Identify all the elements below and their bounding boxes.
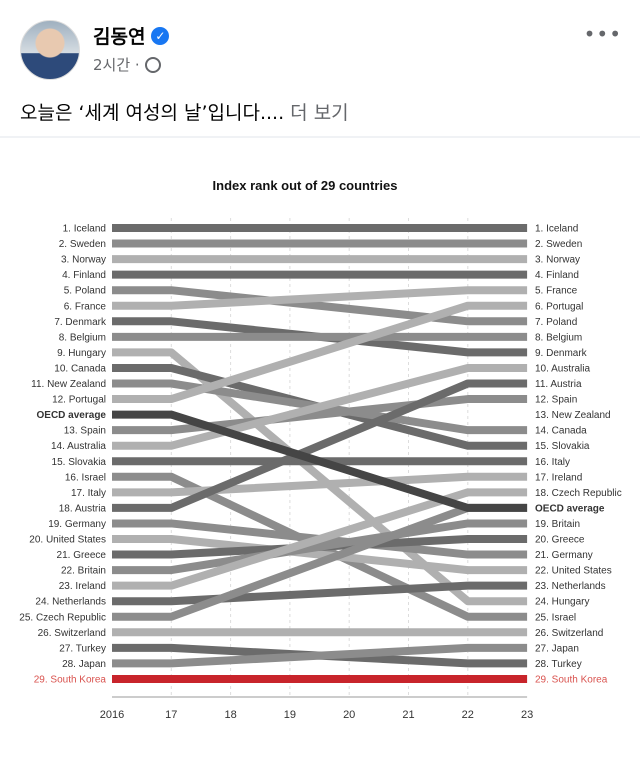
left-label: 6. France bbox=[64, 301, 107, 312]
right-label: 29. South Korea bbox=[535, 674, 608, 685]
x-tick-label: 20 bbox=[343, 709, 355, 721]
left-label: 23. Ireland bbox=[59, 581, 106, 592]
series-line-spain bbox=[112, 395, 528, 435]
left-label: 9. Hungary bbox=[57, 348, 106, 359]
right-label: 19. Britain bbox=[535, 519, 580, 530]
verified-badge-icon: ✓ bbox=[151, 26, 170, 45]
left-label: OECD average bbox=[37, 410, 107, 421]
right-label: 3. Norway bbox=[535, 255, 580, 266]
right-label: 24. Hungary bbox=[535, 597, 589, 608]
post-body: 오늘은 ‘세계 여성의 날’입니다.... bbox=[20, 102, 285, 124]
right-label: 20. Greece bbox=[535, 535, 585, 546]
avatar[interactable] bbox=[20, 20, 80, 80]
post-meta: 2시간 · bbox=[93, 54, 161, 75]
left-label: 13. Spain bbox=[64, 426, 106, 437]
right-label: 7. Poland bbox=[535, 317, 577, 328]
x-tick-label: 18 bbox=[224, 709, 236, 721]
right-label: 21. Germany bbox=[535, 550, 593, 561]
left-label: 5. Poland bbox=[64, 286, 106, 297]
x-tick-label: 19 bbox=[284, 709, 296, 721]
globe-icon bbox=[144, 56, 161, 73]
right-label: 12. Spain bbox=[535, 395, 577, 406]
x-tick-label: 21 bbox=[402, 709, 414, 721]
series-line-ireland bbox=[112, 488, 528, 590]
right-label: 17. Ireland bbox=[535, 472, 582, 483]
series-line-united-states bbox=[112, 535, 528, 575]
right-label: 15. Slovakia bbox=[535, 441, 590, 452]
left-label: 16. Israel bbox=[65, 472, 106, 483]
right-label: 18. Czech Republic bbox=[535, 488, 622, 499]
right-label: 14. Canada bbox=[535, 426, 587, 437]
left-label: 22. Britain bbox=[61, 566, 106, 577]
right-label: 27. Japan bbox=[535, 643, 579, 654]
series-line-austria bbox=[112, 379, 528, 512]
series-line-japan bbox=[112, 643, 528, 668]
right-label: 2. Sweden bbox=[535, 239, 582, 250]
left-label: 15. Slovakia bbox=[52, 457, 107, 468]
series-line-netherlands bbox=[112, 581, 528, 606]
left-label: 1. Iceland bbox=[63, 224, 106, 235]
more-dots-icon[interactable]: ••• bbox=[583, 22, 622, 46]
left-label: 21. Greece bbox=[57, 550, 107, 561]
right-label: 11. Austria bbox=[535, 379, 582, 390]
right-label: 22. United States bbox=[535, 566, 612, 577]
left-label: 17. Italy bbox=[71, 488, 106, 499]
x-tick-label: 2016 bbox=[100, 709, 124, 721]
series-line-oecd-average bbox=[112, 410, 528, 512]
left-label: 8. Belgium bbox=[59, 332, 106, 343]
right-label: 4. Finland bbox=[535, 270, 579, 281]
divider bbox=[0, 136, 640, 138]
right-label: 6. Portugal bbox=[535, 301, 583, 312]
right-label: 5. France bbox=[535, 286, 578, 297]
left-label: 18. Austria bbox=[59, 503, 107, 514]
post-time[interactable]: 2시간 · bbox=[93, 56, 140, 74]
left-label: 7. Denmark bbox=[54, 317, 107, 328]
series-line-portugal bbox=[112, 301, 528, 404]
left-label: 19. Germany bbox=[48, 519, 106, 530]
right-label: 1. Iceland bbox=[535, 224, 578, 235]
post-text: 오늘은 ‘세계 여성의 날’입니다.... 더 보기 bbox=[20, 98, 349, 125]
series-line-britain bbox=[112, 519, 528, 575]
left-label: 4. Finland bbox=[62, 270, 106, 281]
left-label: 3. Norway bbox=[61, 255, 106, 266]
x-tick-label: 17 bbox=[165, 709, 177, 721]
left-label: 10. Canada bbox=[54, 363, 106, 374]
right-label: 23. Netherlands bbox=[535, 581, 606, 592]
left-label: 14. Australia bbox=[51, 441, 106, 452]
left-label: 24. Netherlands bbox=[35, 597, 106, 608]
left-label: 25. Czech Republic bbox=[19, 612, 106, 623]
right-label: 25. Israel bbox=[535, 612, 576, 623]
right-label: 8. Belgium bbox=[535, 332, 582, 343]
right-label: 9. Denmark bbox=[535, 348, 588, 359]
chart-title: Index rank out of 29 countries bbox=[213, 178, 398, 193]
x-tick-label: 23 bbox=[521, 709, 533, 721]
left-label: 12. Portugal bbox=[52, 395, 106, 406]
x-tick-label: 22 bbox=[462, 709, 474, 721]
series-line-france bbox=[112, 286, 528, 310]
right-label: 26. Switzerland bbox=[535, 628, 603, 639]
series-line-italy bbox=[112, 472, 528, 497]
series-line-australia bbox=[112, 363, 528, 450]
right-label: OECD average bbox=[535, 503, 605, 514]
left-label: 2. Sweden bbox=[59, 239, 106, 250]
right-label: 10. Australia bbox=[535, 363, 590, 374]
right-label: 13. New Zealand bbox=[535, 410, 611, 421]
left-label: 11. New Zealand bbox=[31, 379, 106, 390]
left-label: 28. Japan bbox=[62, 659, 106, 670]
left-label: 20. United States bbox=[29, 535, 106, 546]
left-label: 29. South Korea bbox=[34, 674, 107, 685]
bump-chart[interactable]: Index rank out of 29 countries 2016 17 18 1… bbox=[0, 140, 640, 779]
author-row: 김동연 ✓ bbox=[93, 22, 170, 49]
see-more-link[interactable]: 더 보기 bbox=[290, 102, 349, 124]
right-label: 16. Italy bbox=[535, 457, 570, 468]
left-label: 27. Turkey bbox=[59, 643, 106, 654]
series-line-hungary bbox=[112, 348, 528, 606]
right-label: 28. Turkey bbox=[535, 659, 582, 670]
left-label: 26. Switzerland bbox=[38, 628, 106, 639]
author-name[interactable]: 김동연 bbox=[93, 26, 146, 48]
series-line-poland bbox=[112, 286, 528, 326]
